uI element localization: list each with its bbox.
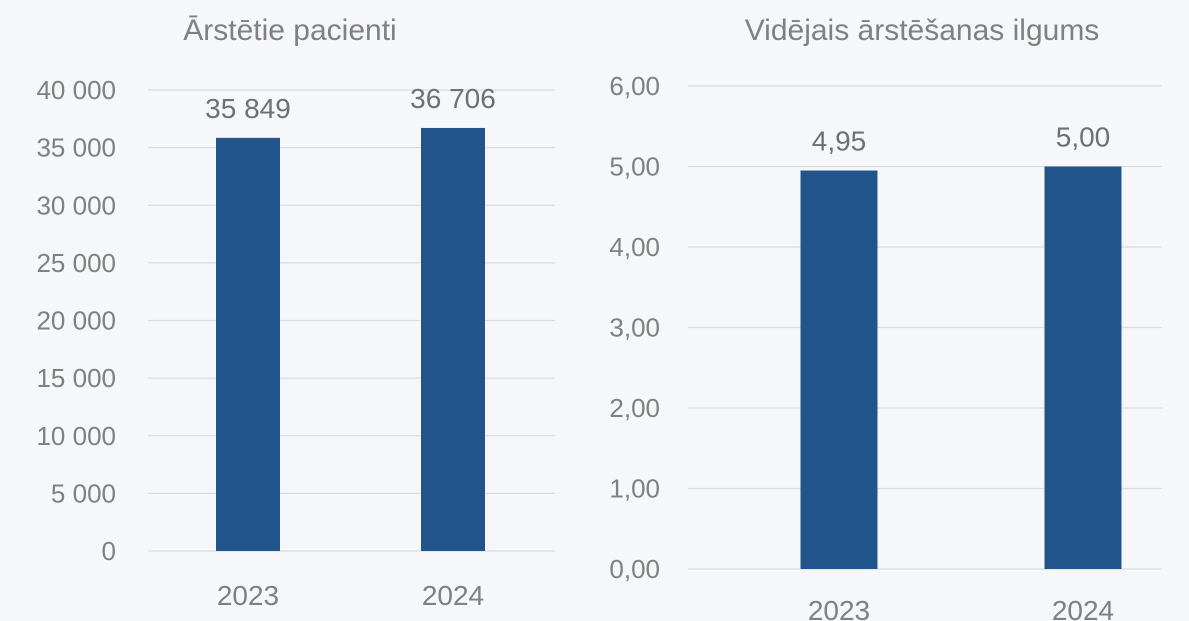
- y-tick-label: 5 000: [51, 478, 116, 508]
- y-tick-label: 0: [102, 536, 116, 566]
- bar-2024: [421, 127, 485, 551]
- chart-1-labels: 4,95 5,00: [812, 122, 1111, 157]
- data-label-2024: 5,00: [1056, 122, 1111, 153]
- y-tick-label: 10 000: [36, 421, 116, 451]
- y-tick-label: 30 000: [36, 190, 116, 220]
- y-tick-label: 4,00: [609, 232, 660, 262]
- y-tick-label: 35 000: [36, 133, 116, 163]
- chart-0-yticks: 0 5 000 10 000 15 000 20 000 25 000 30 000 35 0…: [36, 75, 116, 566]
- chart-title-treated-patients: Ārstētie pacienti: [183, 14, 396, 47]
- chart-average-treatment-length: Vidējais ārstēšanas ilgums 0,00 1,00 2,00 3…: [609, 14, 1162, 621]
- y-tick-label: 40 000: [36, 75, 116, 105]
- x-tick-label-2024: 2024: [422, 580, 484, 611]
- y-tick-label: 2,00: [609, 393, 660, 423]
- chart-1-yticks: 0,00 1,00 2,00 3,00 4,00 5,00 6,00: [609, 71, 660, 584]
- y-tick-label: 3,00: [609, 313, 660, 343]
- data-label-2023: 4,95: [812, 126, 867, 157]
- y-tick-label: 15 000: [36, 363, 116, 393]
- chart-0-grid: [148, 89, 555, 552]
- chart-0-bars: [216, 127, 485, 551]
- y-tick-label: 0,00: [609, 554, 660, 584]
- y-tick-label: 25 000: [36, 248, 116, 278]
- chart-1-xticks: 2023 2024: [808, 595, 1114, 621]
- chart-treated-patients: Ārstētie pacienti 0 5 000 10 000 15 000 20 0…: [36, 14, 555, 611]
- y-tick-label: 5,00: [609, 152, 660, 182]
- x-tick-label-2024: 2024: [1052, 595, 1114, 621]
- x-tick-label-2023: 2023: [808, 595, 870, 621]
- y-tick-label: 1,00: [609, 474, 660, 504]
- y-tick-label: 20 000: [36, 306, 116, 336]
- chart-0-labels: 35 849 36 706: [205, 83, 496, 124]
- bar-2023: [216, 137, 280, 551]
- x-tick-label-2023: 2023: [217, 580, 279, 611]
- bar-2024: [1044, 166, 1122, 569]
- data-label-2024: 36 706: [410, 83, 496, 114]
- chart-title-average-treatment-length: Vidējais ārstēšanas ilgums: [745, 14, 1100, 47]
- y-tick-label: 6,00: [609, 71, 660, 101]
- chart-0-xticks: 2023 2024: [217, 580, 484, 611]
- data-label-2023: 35 849: [205, 93, 291, 124]
- bar-2023: [800, 170, 878, 569]
- chart-1-bars: [800, 166, 1122, 569]
